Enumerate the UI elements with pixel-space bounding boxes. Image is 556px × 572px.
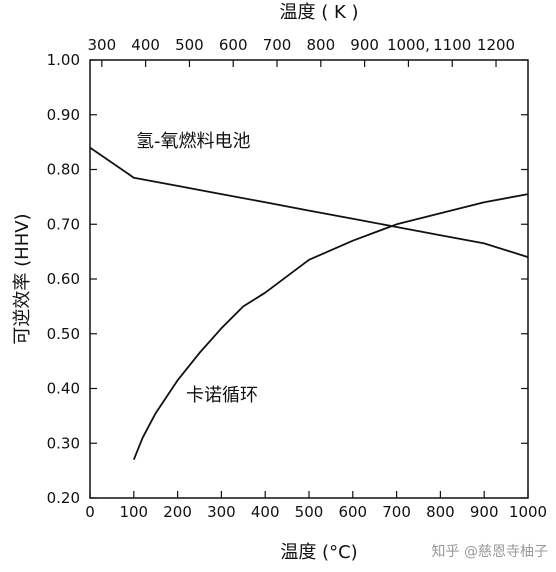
y-tick-label: 0.60: [47, 270, 80, 288]
fuel-cell-line: [89, 146, 529, 258]
x-axis-title: 温度 (°C): [280, 542, 357, 563]
x-tick-label: 900: [470, 503, 499, 521]
top-tick-label: 300: [88, 36, 117, 54]
top-axis-ticks: 300 400 500 600 700 800 900 1000, 1100 1200: [88, 36, 515, 67]
y-tick-label: 0.80: [47, 161, 80, 179]
x-tick-label: 1000: [509, 503, 547, 521]
top-tick-label: 400: [131, 36, 160, 54]
x-tick-label: 0: [85, 503, 95, 521]
plot-frame: [89, 59, 529, 499]
left-axis-ticks: 0.20 0.30 0.40 0.50 0.60 0.70 0.80 0.90 1.00: [47, 51, 528, 507]
y-tick-label: 0.30: [47, 434, 80, 452]
bottom-axis-ticks: 0 100 200 300 400 500 600 700 800 900 1000: [85, 491, 547, 521]
x-tick-label: 800: [426, 503, 455, 521]
x-tick-label: 100: [119, 503, 148, 521]
top-axis-title: 温度 ( K ): [279, 2, 358, 23]
y-tick-label: 0.20: [47, 489, 80, 507]
top-tick-label: 900: [350, 36, 379, 54]
x-tick-label: 600: [338, 503, 367, 521]
carnot-cycle-label: 卡诺循环: [186, 385, 258, 406]
top-tick-label: 700: [263, 36, 292, 54]
y-tick-label: 0.70: [47, 215, 80, 233]
y-tick-label: 0.50: [47, 325, 80, 343]
top-tick-label: 1200: [477, 36, 515, 54]
watermark: 知乎 @慈恩寺柚子: [432, 543, 548, 560]
y-axis-title: 可逆效率 (HHV): [12, 213, 33, 344]
y-tick-label: 0.40: [47, 380, 80, 398]
x-tick-label: 700: [382, 503, 411, 521]
x-tick-label: 200: [163, 503, 192, 521]
x-tick-label: 400: [251, 503, 280, 521]
top-tick-label: 1000,: [387, 36, 430, 54]
top-tick-label: 800: [307, 36, 336, 54]
top-tick-label: 600: [219, 36, 248, 54]
y-tick-label: 1.00: [47, 51, 80, 69]
series-layer: [89, 146, 529, 461]
y-tick-label: 0.90: [47, 106, 80, 124]
x-tick-label: 300: [207, 503, 236, 521]
carnot-cycle-line: [132, 193, 529, 461]
fuel-cell-label: 氢-氧燃料电池: [136, 131, 251, 152]
x-tick-label: 500: [295, 503, 324, 521]
top-tick-label: 1100: [433, 36, 471, 54]
top-tick-label: 500: [175, 36, 204, 54]
